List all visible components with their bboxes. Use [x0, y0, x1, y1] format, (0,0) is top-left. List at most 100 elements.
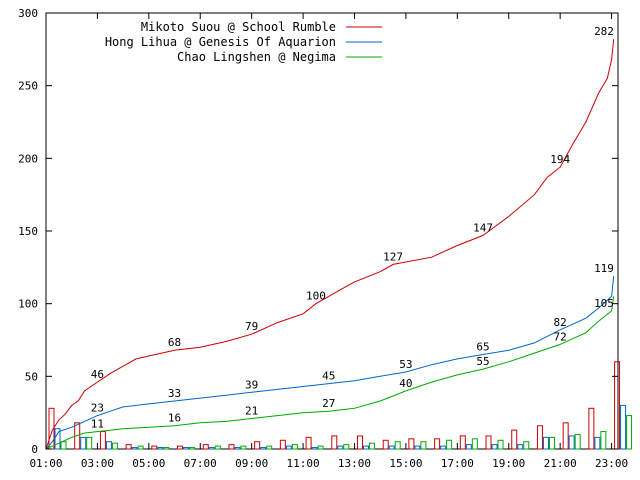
- hourly-bar: [305, 436, 312, 450]
- axis-ticks: 0 50 100 150 200 250 300 01:00 03:00 05:00 07:00 09…: [18, 7, 628, 470]
- data-label: 27: [322, 397, 335, 410]
- hourly-bar: [414, 445, 421, 450]
- hourly-bar: [620, 404, 627, 450]
- hourly-bar: [202, 444, 209, 450]
- hourly-bar: [80, 436, 87, 450]
- hourly-bar: [157, 447, 164, 450]
- hourly-bar: [548, 436, 555, 450]
- hourly-bar: [337, 445, 344, 450]
- hourly-bar: [254, 441, 261, 450]
- series-line-2: [45, 296, 615, 450]
- hourly-bar: [285, 445, 292, 450]
- data-label: 79: [245, 320, 258, 333]
- x-tick-label: 03:00: [81, 457, 114, 470]
- hourly-bar: [388, 445, 395, 450]
- y-tick-label: 200: [18, 152, 38, 165]
- x-tick-label: 01:00: [29, 457, 62, 470]
- series-line-0: [45, 39, 615, 450]
- data-label: 194: [550, 153, 570, 166]
- data-label: 46: [91, 368, 104, 381]
- data-label: 55: [476, 355, 489, 368]
- legend-entry-label: Chao Lingshen @ Negima: [177, 50, 336, 64]
- data-label: 40: [399, 377, 412, 390]
- hourly-bar: [99, 431, 106, 450]
- data-label: 23: [91, 402, 104, 415]
- y-tick-label: 300: [18, 7, 38, 20]
- hourly-bar: [542, 436, 549, 450]
- x-tick-label: 21:00: [544, 457, 577, 470]
- hourly-bar: [234, 447, 241, 450]
- hourly-bar: [343, 444, 350, 450]
- x-tick-label: 13:00: [338, 457, 371, 470]
- hourly-bar: [491, 444, 498, 450]
- data-label: 11: [91, 418, 104, 431]
- data-label: 282: [594, 25, 614, 38]
- legend-entry-label: Mikoto Suou @ School Rumble: [141, 20, 336, 34]
- hourly-bar: [291, 444, 298, 450]
- hourly-bar: [208, 447, 215, 450]
- x-tick-label: 23:00: [595, 457, 628, 470]
- hourly-bar: [189, 447, 196, 450]
- hourly-bar: [177, 445, 184, 450]
- hourly-bar: [317, 445, 324, 450]
- hourly-bar: [511, 429, 518, 450]
- y-tick-label: 150: [18, 225, 38, 238]
- hourly-bar: [125, 444, 132, 450]
- x-tick-label: 19:00: [492, 457, 525, 470]
- hourly-bar: [105, 441, 112, 450]
- hourly-bar: [471, 438, 478, 450]
- hourly-bar: [523, 441, 530, 450]
- data-label: 33: [168, 387, 181, 400]
- hourly-bar: [434, 438, 441, 450]
- hourly-bar: [465, 444, 472, 450]
- data-label: 100: [306, 290, 326, 303]
- hourly-bar: [54, 428, 61, 450]
- data-label: 119: [594, 262, 614, 275]
- hourly-bar: [614, 361, 621, 450]
- hourly-bar: [131, 447, 138, 450]
- data-label: 65: [476, 341, 489, 354]
- hourly-bar: [517, 444, 524, 450]
- hourly-bar: [240, 445, 247, 450]
- hourly-bar: [228, 444, 235, 450]
- data-label: 147: [473, 221, 493, 234]
- hourly-bar: [163, 447, 170, 450]
- hourly-bar: [137, 445, 144, 450]
- hourly-bar: [588, 407, 595, 450]
- hourly-bar: [311, 447, 318, 450]
- x-tick-label: 17:00: [441, 457, 474, 470]
- data-label: 39: [245, 378, 258, 391]
- x-tick-label: 05:00: [132, 457, 165, 470]
- data-label: 82: [554, 316, 567, 329]
- hourly-bar: [382, 439, 389, 450]
- y-tick-label: 100: [18, 298, 38, 311]
- hourly-bar: [260, 447, 267, 450]
- hourly-bar: [600, 431, 607, 450]
- x-tick-label: 11:00: [287, 457, 320, 470]
- series-lines: [45, 39, 615, 450]
- data-label: 21: [245, 404, 258, 417]
- hourly-bar: [562, 422, 569, 450]
- hourly-bar: [279, 439, 286, 450]
- hourly-bar: [151, 445, 158, 450]
- data-label: 72: [554, 330, 567, 343]
- series-line-1: [45, 276, 615, 450]
- hourly-bar: [536, 425, 543, 450]
- hourly-bar: [594, 436, 601, 450]
- data-labels: 46 68 79 100 127 147 194 282 23 33 39 45 53 65 82 119 11…: [91, 25, 614, 430]
- hourly-bar: [394, 441, 401, 450]
- hourly-bar: [497, 439, 504, 450]
- x-tick-label: 07:00: [184, 457, 217, 470]
- hourly-bar: [331, 435, 338, 450]
- y-tick-label: 0: [31, 443, 38, 456]
- hourly-bar: [440, 445, 447, 450]
- data-label: 68: [168, 336, 181, 349]
- hourly-bar: [368, 442, 375, 450]
- hourly-bar: [266, 445, 273, 450]
- x-tick-label: 15:00: [389, 457, 422, 470]
- hourly-bar: [214, 445, 221, 450]
- data-label: 45: [322, 370, 335, 383]
- hourly-bar: [362, 445, 369, 450]
